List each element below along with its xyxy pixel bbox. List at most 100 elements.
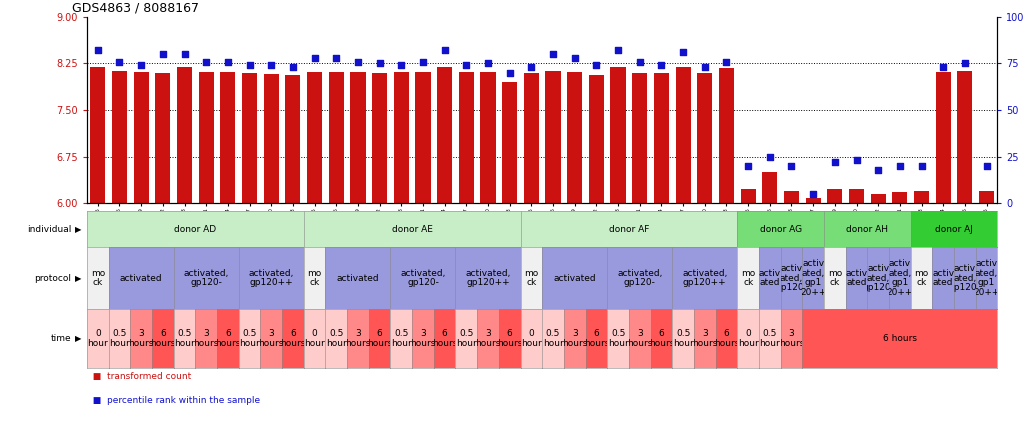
Text: 3
hours: 3 hours <box>259 329 284 348</box>
Text: ▶: ▶ <box>75 225 81 234</box>
Text: 0.5
hour: 0.5 hour <box>673 329 694 348</box>
Text: activ
ated,
gp1
20++: activ ated, gp1 20++ <box>800 259 827 297</box>
Text: activated: activated <box>120 274 163 283</box>
Bar <box>437 66 452 203</box>
Bar <box>979 191 994 203</box>
Text: 6 hours: 6 hours <box>883 334 917 343</box>
Text: donor AD: donor AD <box>174 225 217 234</box>
Point <box>458 62 475 69</box>
Bar <box>958 71 973 203</box>
Bar <box>762 172 777 203</box>
Point <box>718 58 735 65</box>
Text: 6
hours: 6 hours <box>280 329 306 348</box>
Point <box>198 58 215 65</box>
Text: ■  transformed count: ■ transformed count <box>87 372 191 381</box>
Point <box>241 62 258 69</box>
Text: protocol: protocol <box>35 274 72 283</box>
Text: mo
ck: mo ck <box>524 269 538 288</box>
Bar <box>307 71 322 203</box>
Text: mo
ck: mo ck <box>741 269 755 288</box>
Point <box>761 153 777 160</box>
Text: activated,
gp120++: activated, gp120++ <box>249 269 294 288</box>
Bar <box>849 190 864 203</box>
Bar <box>828 190 842 203</box>
Bar <box>372 73 387 203</box>
Text: activated,
gp120-: activated, gp120- <box>183 269 229 288</box>
Point <box>284 64 301 71</box>
Text: activ
ated: activ ated <box>845 269 868 288</box>
Text: donor AG: donor AG <box>760 225 802 234</box>
Text: 6
hours: 6 hours <box>150 329 176 348</box>
Bar <box>415 71 431 203</box>
Point <box>414 58 431 65</box>
Point <box>935 64 951 71</box>
Point <box>90 47 106 54</box>
Text: mo
ck: mo ck <box>308 269 321 288</box>
Bar <box>177 67 192 203</box>
Text: 3
hours: 3 hours <box>410 329 436 348</box>
Point <box>393 62 409 69</box>
Bar <box>654 73 669 203</box>
Bar <box>567 72 582 203</box>
Bar <box>502 82 518 203</box>
Text: 0
hour: 0 hour <box>738 329 758 348</box>
Point <box>567 55 583 61</box>
Point <box>957 60 973 67</box>
Text: GDS4863 / 8088167: GDS4863 / 8088167 <box>72 1 198 14</box>
Text: 0.5
hour: 0.5 hour <box>542 329 564 348</box>
Text: 6
hours: 6 hours <box>584 329 609 348</box>
Text: activated,
gp120-: activated, gp120- <box>400 269 446 288</box>
Bar <box>242 73 257 203</box>
Text: activ
ated,
gp120-: activ ated, gp120- <box>862 264 894 292</box>
Text: 0
hour: 0 hour <box>87 329 108 348</box>
Point <box>848 157 864 164</box>
Bar <box>698 73 712 203</box>
Point <box>176 51 192 58</box>
Bar <box>155 73 171 203</box>
Text: individual: individual <box>28 225 72 234</box>
Bar <box>112 71 127 203</box>
Text: time: time <box>51 334 72 343</box>
Bar <box>220 72 235 203</box>
Text: donor AF: donor AF <box>609 225 649 234</box>
Text: activated,
gp120++: activated, gp120++ <box>682 269 727 288</box>
Point <box>306 55 322 61</box>
Point <box>437 47 453 54</box>
Text: ■  percentile rank within the sample: ■ percentile rank within the sample <box>87 396 260 404</box>
Text: 0.5
hour: 0.5 hour <box>174 329 194 348</box>
Text: activated,
gp120++: activated, gp120++ <box>465 269 510 288</box>
Text: 0.5
hour: 0.5 hour <box>109 329 130 348</box>
Bar <box>198 72 214 203</box>
Point <box>112 58 128 65</box>
Text: ▶: ▶ <box>75 274 81 283</box>
Bar <box>892 192 907 203</box>
Bar <box>589 74 604 203</box>
Text: 6
hours: 6 hours <box>714 329 740 348</box>
Bar <box>632 73 648 203</box>
Text: mo
ck: mo ck <box>91 269 105 288</box>
Text: 0.5
hour: 0.5 hour <box>759 329 781 348</box>
Bar <box>936 72 950 203</box>
Text: 0
hour: 0 hour <box>304 329 325 348</box>
Bar <box>328 71 344 203</box>
Bar <box>805 198 820 203</box>
Point <box>675 49 692 56</box>
Bar <box>524 73 539 203</box>
Text: 3
hours: 3 hours <box>345 329 370 348</box>
Text: 6
hours: 6 hours <box>215 329 240 348</box>
Text: 6
hours: 6 hours <box>432 329 457 348</box>
Text: mo
ck: mo ck <box>915 269 929 288</box>
Point <box>654 62 670 69</box>
Text: 0.5
hour: 0.5 hour <box>326 329 347 348</box>
Bar <box>458 72 474 203</box>
Point <box>914 162 930 169</box>
Bar <box>914 191 929 203</box>
Point <box>978 162 994 169</box>
Bar <box>264 74 279 203</box>
Text: 3
hours: 3 hours <box>476 329 500 348</box>
Text: donor AJ: donor AJ <box>935 225 973 234</box>
Point <box>545 51 562 58</box>
Text: donor AE: donor AE <box>392 225 433 234</box>
Text: ▶: ▶ <box>75 334 81 343</box>
Text: donor AH: donor AH <box>846 225 888 234</box>
